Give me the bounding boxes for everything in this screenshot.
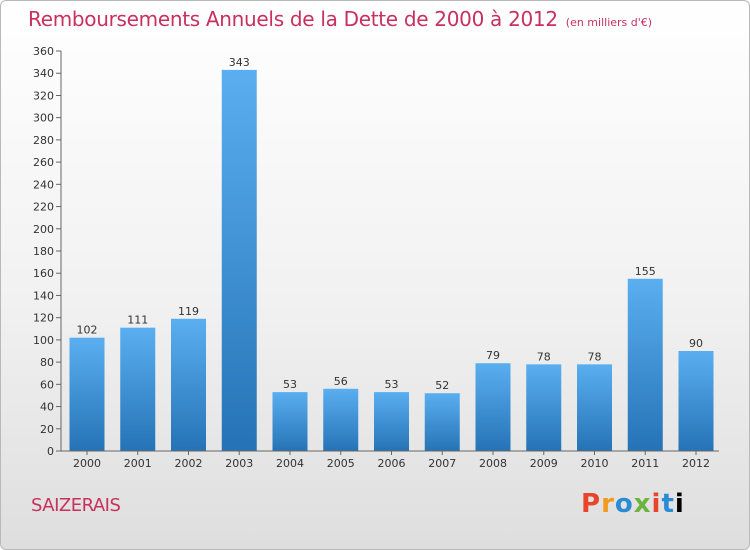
y-tick-label: 20 (40, 423, 54, 436)
bar-value-label: 56 (334, 375, 348, 388)
y-tick-label: 300 (33, 112, 54, 125)
y-tick-label: 40 (40, 401, 54, 414)
logo-letter: i (651, 489, 662, 519)
bars: 102 111 119 343 53 56 53 52 79 78 78 155 90 (69, 56, 714, 451)
y-tick-label: 140 (33, 289, 54, 302)
bar (475, 363, 511, 451)
bar (171, 318, 206, 451)
y-tick-label: 280 (33, 134, 54, 147)
x-tick-label: 2010 (581, 457, 609, 470)
bar (374, 392, 409, 451)
y-tick-label: 180 (33, 245, 54, 258)
x-tick-label: 2009 (530, 457, 558, 470)
y-tick-label: 0 (47, 445, 54, 458)
y-tick-label: 340 (33, 67, 54, 80)
x-tick-label: 2002 (175, 457, 203, 470)
bar-value-label: 155 (635, 265, 656, 278)
x-tick-label: 2005 (327, 457, 355, 470)
bar-value-label: 78 (537, 350, 551, 363)
x-tick-label: 2006 (378, 457, 406, 470)
x-axis: 2000 2001 2002 2003 2004 2005 2006 2007 2008 2009… (61, 450, 719, 470)
chart-title-text: Remboursements Annuels de la Dette de 20… (28, 7, 558, 31)
bar-value-label: 53 (283, 378, 297, 391)
logo-letter: t (661, 489, 675, 519)
y-tick-label: 240 (33, 178, 54, 191)
bar (272, 392, 308, 451)
bar-value-label: 119 (178, 305, 199, 318)
bar-value-label: 52 (435, 379, 449, 392)
y-tick-label: 320 (33, 89, 54, 102)
y-tick-label: 360 (33, 45, 54, 58)
y-tick-label: 220 (33, 201, 54, 214)
bar (323, 388, 359, 451)
x-tick-label: 2004 (276, 457, 304, 470)
logo-letter: P (581, 489, 602, 519)
x-tick-label: 2012 (682, 457, 710, 470)
y-axis: 0 20 40 60 80 100 120 140 160 180 200 220 240 260 280 3… (33, 45, 62, 458)
logo-letter: r (601, 489, 615, 519)
commune-name: SAIZERAIS (31, 495, 121, 516)
bar-value-label: 90 (689, 337, 703, 350)
bar (221, 69, 257, 451)
x-tick-label: 2008 (479, 457, 507, 470)
proxiti-logo: Proxiti (581, 489, 685, 519)
x-tick-label: 2001 (124, 457, 152, 470)
x-tick-label: 2011 (631, 457, 659, 470)
bar (526, 364, 562, 451)
bar-value-label: 78 (588, 350, 602, 363)
x-tick-label: 2007 (428, 457, 456, 470)
bar-value-label: 111 (127, 314, 148, 327)
bar (577, 364, 612, 451)
y-tick-label: 100 (33, 334, 54, 347)
x-tick-label: 2000 (73, 457, 101, 470)
bar (69, 337, 105, 451)
logo-letter: i (674, 489, 685, 519)
y-tick-label: 200 (33, 223, 54, 236)
logo-letter: x (633, 489, 652, 519)
chart-title: Remboursements Annuels de la Dette de 20… (28, 7, 652, 31)
logo-letter: o (614, 489, 634, 519)
bar-value-label: 79 (486, 349, 500, 362)
x-tick-label: 2003 (225, 457, 253, 470)
chart-unit: (en milliers d'€) (565, 16, 653, 29)
y-tick-label: 160 (33, 267, 54, 280)
bar (678, 351, 714, 451)
bar-value-label: 53 (385, 378, 399, 391)
bar (627, 278, 663, 451)
y-tick-label: 260 (33, 156, 54, 169)
y-tick-label: 120 (33, 312, 54, 325)
bar-value-label: 102 (77, 324, 98, 337)
bar (424, 393, 460, 451)
y-tick-label: 80 (40, 356, 54, 369)
bar (120, 327, 156, 451)
bar-value-label: 343 (229, 56, 250, 69)
y-tick-label: 60 (40, 378, 54, 391)
